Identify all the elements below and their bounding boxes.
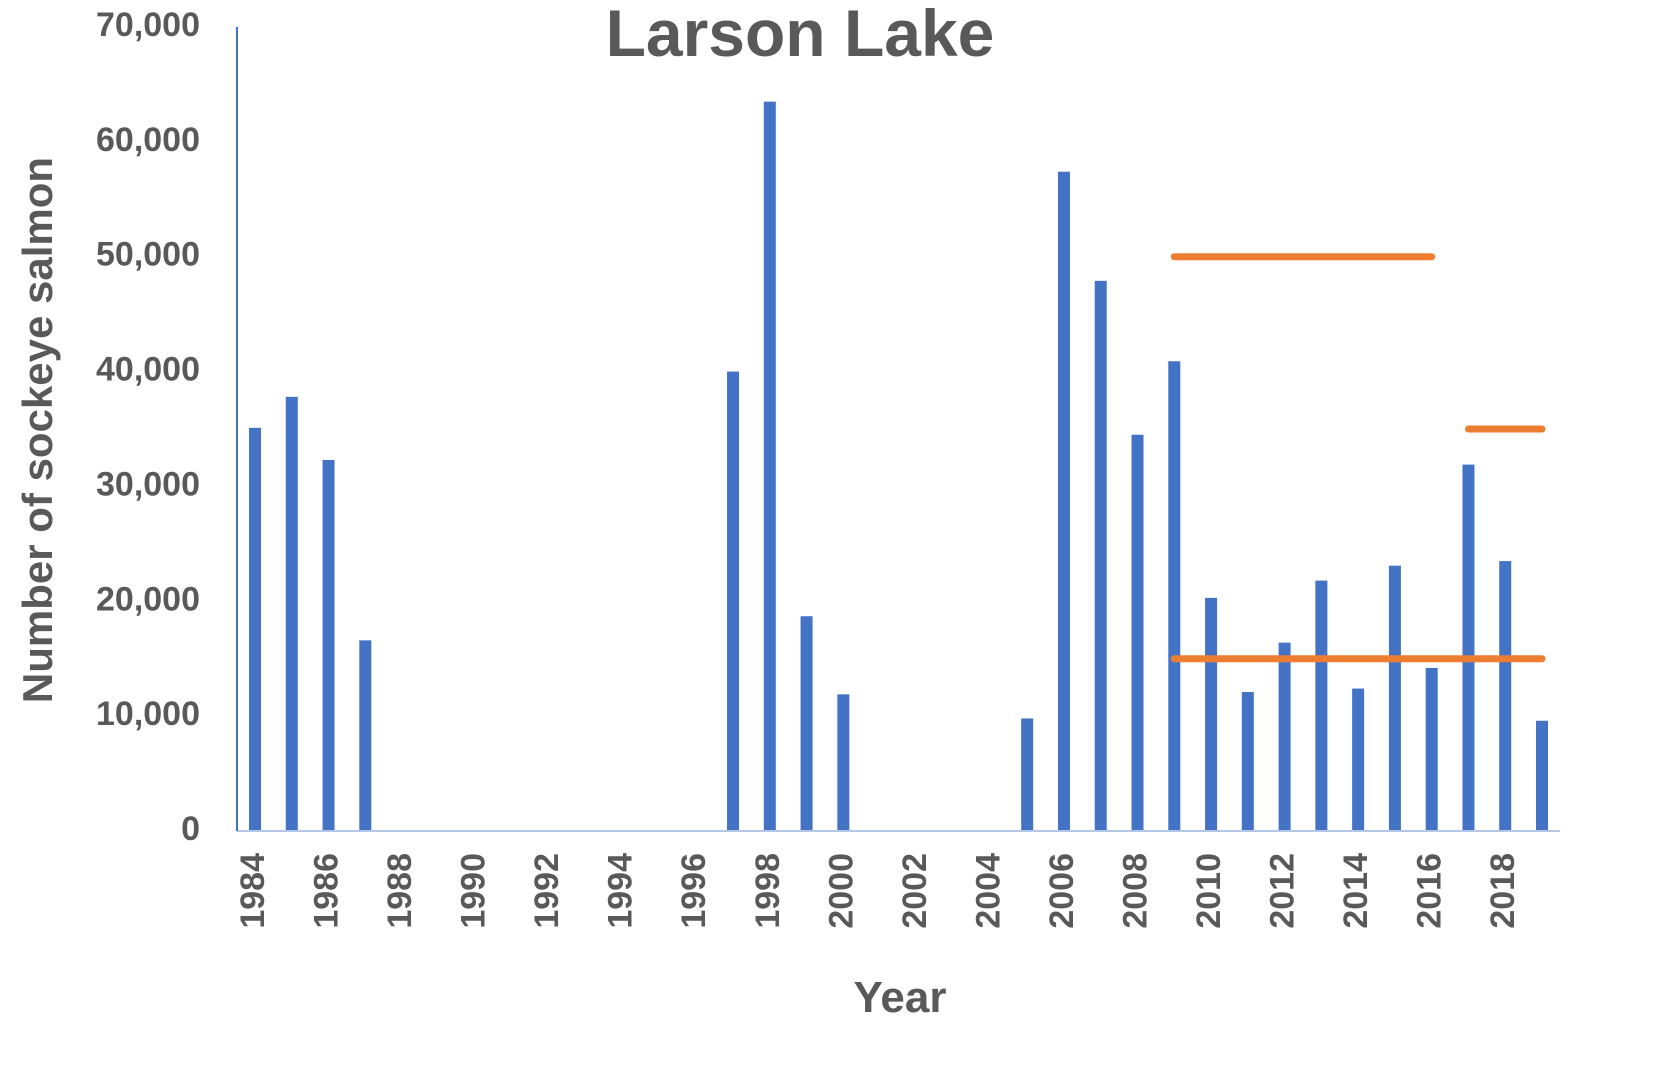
- bar: [1499, 561, 1512, 831]
- bar: [1388, 565, 1401, 831]
- bar: [1021, 718, 1034, 831]
- y-axis-label: Number of sockeye salmon: [14, 157, 61, 703]
- bar: [1425, 667, 1438, 831]
- bar: [359, 640, 372, 831]
- x-tick-label: 2008: [1116, 853, 1154, 929]
- bar: [800, 616, 813, 831]
- y-tick-label: 20,000: [96, 580, 200, 618]
- x-tick-label: 2004: [969, 853, 1007, 929]
- x-axis-label: Year: [854, 973, 947, 1022]
- x-tick-label: 1996: [675, 853, 713, 929]
- x-tick-label: 2016: [1411, 853, 1449, 929]
- bar: [1168, 361, 1181, 831]
- bar: [1315, 580, 1328, 831]
- bar: [1241, 692, 1254, 831]
- x-tick-label: 2018: [1484, 853, 1522, 929]
- x-tick-label: 1984: [234, 853, 272, 929]
- chart-title: Larson Lake: [606, 0, 995, 70]
- bar: [285, 396, 298, 831]
- y-tick-label: 70,000: [96, 6, 200, 44]
- x-tick-label: 1990: [455, 853, 493, 929]
- bar: [249, 427, 261, 831]
- bar: [763, 101, 776, 831]
- bar: [1536, 720, 1548, 831]
- x-tick-label: 1986: [308, 853, 346, 929]
- y-tick-label: 0: [181, 810, 200, 848]
- bar: [1462, 464, 1475, 831]
- y-tick-label: 10,000: [96, 695, 200, 733]
- bar: [1057, 171, 1070, 832]
- x-tick-label: 1994: [602, 853, 640, 929]
- x-tick-label: 2006: [1043, 853, 1081, 929]
- x-tick-label: 1992: [528, 853, 566, 929]
- bar: [1131, 434, 1144, 831]
- bar: [1278, 642, 1291, 831]
- y-tick-label: 60,000: [96, 121, 200, 159]
- x-tick-label: 2000: [822, 853, 860, 929]
- bar: [727, 371, 740, 831]
- y-tick-label: 40,000: [96, 351, 200, 389]
- y-tick-label: 30,000: [96, 465, 200, 503]
- x-tick-label: 2014: [1337, 853, 1375, 929]
- y-tick-label: 50,000: [96, 236, 200, 274]
- x-tick-label: 1988: [381, 853, 419, 929]
- x-tick-label: 1998: [749, 853, 787, 929]
- bar: [1094, 280, 1107, 831]
- bar: [837, 694, 850, 831]
- bar: [1205, 597, 1218, 831]
- x-tick-label: 2012: [1264, 853, 1302, 929]
- x-tick-label: 2010: [1190, 853, 1228, 929]
- bar: [1352, 688, 1365, 831]
- x-tick-label: 2002: [896, 853, 934, 929]
- bar: [322, 460, 335, 831]
